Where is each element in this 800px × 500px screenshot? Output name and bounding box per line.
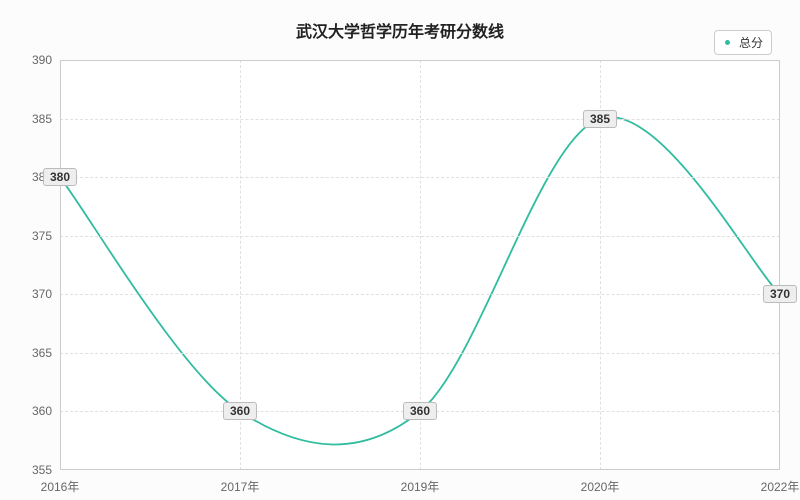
chart-title: 武汉大学哲学历年考研分数线: [296, 18, 504, 42]
x-tick-label: 2017年: [221, 470, 260, 495]
data-point-label: 360: [223, 402, 257, 420]
x-tick-label: 2016年: [41, 470, 80, 495]
y-tick-label: 370: [32, 287, 60, 301]
legend-dot: [725, 40, 730, 45]
data-point-label: 385: [583, 110, 617, 128]
axis-border: [60, 60, 61, 470]
legend-marker-icon: [723, 38, 733, 48]
chart-container: 武汉大学哲学历年考研分数线 总分 35536036537037538038539…: [0, 0, 800, 500]
y-tick-label: 360: [32, 404, 60, 418]
y-tick-label: 365: [32, 346, 60, 360]
x-tick-label: 2022年: [761, 470, 800, 495]
data-point-label: 370: [763, 285, 797, 303]
data-point-label: 380: [43, 168, 77, 186]
legend: 总分: [714, 30, 772, 55]
y-tick-label: 385: [32, 112, 60, 126]
axis-border: [60, 60, 780, 61]
axis-border: [60, 469, 780, 470]
y-tick-label: 390: [32, 53, 60, 67]
plot-area: 3553603653703753803853902016年2017年2019年2…: [60, 60, 780, 470]
y-tick-label: 375: [32, 229, 60, 243]
x-tick-label: 2019年: [401, 470, 440, 495]
axis-border: [779, 60, 780, 470]
x-tick-label: 2020年: [581, 470, 620, 495]
legend-label: 总分: [739, 34, 763, 51]
data-point-label: 360: [403, 402, 437, 420]
